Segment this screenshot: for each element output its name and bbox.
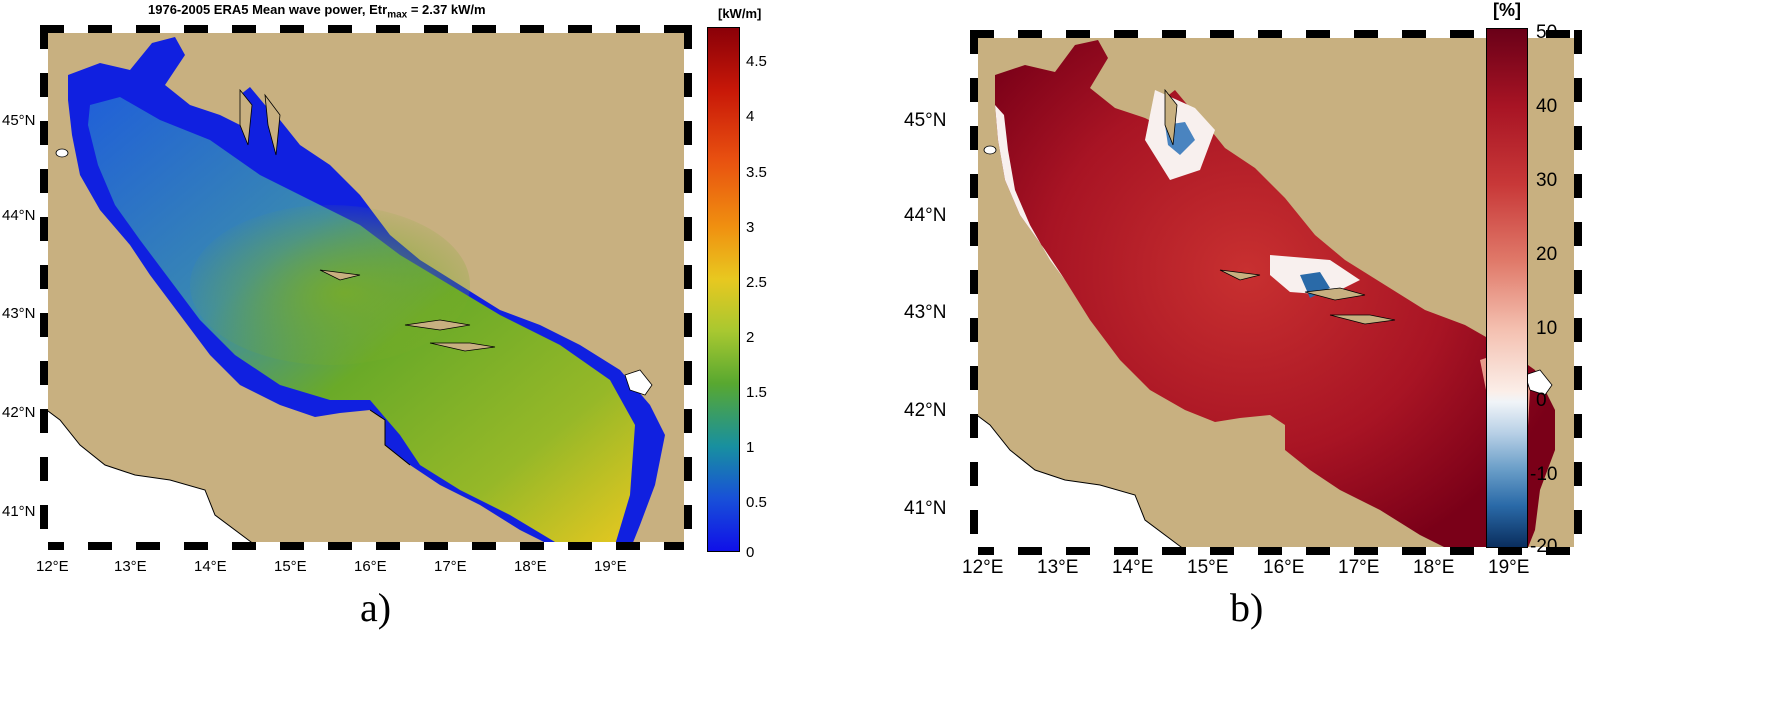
colorbar-tick: 0.5 (746, 494, 767, 511)
lon-label: 13°E (1037, 557, 1079, 578)
panel-a-map (40, 25, 692, 550)
panel-a-checker-left (40, 25, 48, 550)
lon-label: 17°E (1338, 557, 1380, 578)
colorbar-tick: -20 (1530, 536, 1558, 557)
islet (55, 148, 69, 158)
colorbar-tick: 1.5 (746, 384, 767, 401)
panel-a: 1976-2005 ERA5 Mean wave power, Etrmax =… (0, 0, 880, 708)
lon-label: 14°E (194, 558, 227, 575)
colorbar-tick: 3.5 (746, 164, 767, 181)
colorbar-tick: -10 (1530, 464, 1558, 485)
colorbar-tick: 30 (1536, 170, 1558, 191)
colorbar-tick: 1 (746, 439, 755, 456)
colorbar-tick: 40 (1536, 96, 1558, 117)
panel-b-checker-right (1574, 30, 1582, 555)
panel-b-checker-bottom (970, 547, 1582, 555)
zero-change-zone (995, 105, 1065, 280)
colorbar-tick: 2 (746, 329, 755, 346)
lon-label: 17°E (434, 558, 467, 575)
lon-label: 12°E (962, 557, 1004, 578)
colorbar-tick: 4.5 (746, 53, 767, 70)
panel-b-checker-top (970, 30, 1582, 38)
lon-label: 18°E (1413, 557, 1455, 578)
lat-label: 41°N (904, 498, 947, 519)
panel-a-title: 1976-2005 ERA5 Mean wave power, Etrmax =… (148, 2, 486, 21)
italy-coast (40, 404, 266, 550)
lon-label: 16°E (1263, 557, 1305, 578)
islet (983, 145, 997, 155)
panel-b-checker-left (970, 30, 978, 555)
panel-a-checker-bottom (40, 542, 692, 550)
lon-label: 14°E (1112, 557, 1154, 578)
panel-b-map-svg (970, 30, 1582, 555)
lon-label: 15°E (1187, 557, 1229, 578)
gargano-outline (369, 409, 411, 466)
lat-label: 45°N (2, 112, 36, 129)
lon-label: 19°E (1488, 557, 1530, 578)
panel-a-caption: a) (360, 585, 392, 630)
colorbar-tick: 0 (1536, 390, 1547, 411)
panel-a-colorbar (707, 27, 740, 552)
islands (1164, 88, 1396, 325)
colorbar-tick: 10 (1536, 318, 1558, 339)
colorbar-tick: 50 (1536, 22, 1558, 43)
colorbar-tick: 2.5 (746, 274, 767, 291)
panel-b: 45°N 44°N 43°N 42°N 41°N 12°E 13°E 14°E … (880, 0, 1781, 708)
sea-core (190, 205, 470, 365)
panel-b-colorbar (1486, 28, 1528, 548)
colorbar-tick: 0 (746, 544, 755, 561)
panel-a-map-svg (40, 25, 692, 550)
lon-label: 16°E (354, 558, 387, 575)
panel-b-colorbar-unit: [%] (1493, 0, 1521, 20)
italy-coast (970, 409, 1196, 555)
colorbar-tick: 3 (746, 219, 755, 236)
lon-label: 19°E (594, 558, 627, 575)
lat-label: 44°N (904, 205, 947, 226)
lon-label: 12°E (36, 558, 69, 575)
lat-label: 42°N (904, 400, 947, 421)
lon-label: 18°E (514, 558, 547, 575)
lat-label: 43°N (904, 302, 947, 323)
colorbar-tick: 20 (1536, 244, 1558, 265)
panel-b-map (970, 30, 1582, 555)
adriatic-sea (995, 40, 1555, 555)
panel-a-checker-top (40, 25, 692, 33)
lat-label: 44°N (2, 207, 36, 224)
panel-a-colorbar-unit: [kW/m] (718, 6, 762, 21)
lat-label: 41°N (2, 503, 36, 520)
lon-label: 15°E (274, 558, 307, 575)
lat-label: 43°N (2, 305, 36, 322)
colorbar-tick: 4 (746, 108, 755, 125)
panel-b-caption: b) (1230, 585, 1264, 630)
albania-patch (1524, 369, 1553, 396)
albania-patch (624, 369, 653, 396)
islands (239, 88, 496, 352)
lon-label: 13°E (114, 558, 147, 575)
lat-label: 42°N (2, 404, 36, 421)
panel-a-checker-right (684, 25, 692, 550)
lat-label: 45°N (904, 110, 947, 131)
